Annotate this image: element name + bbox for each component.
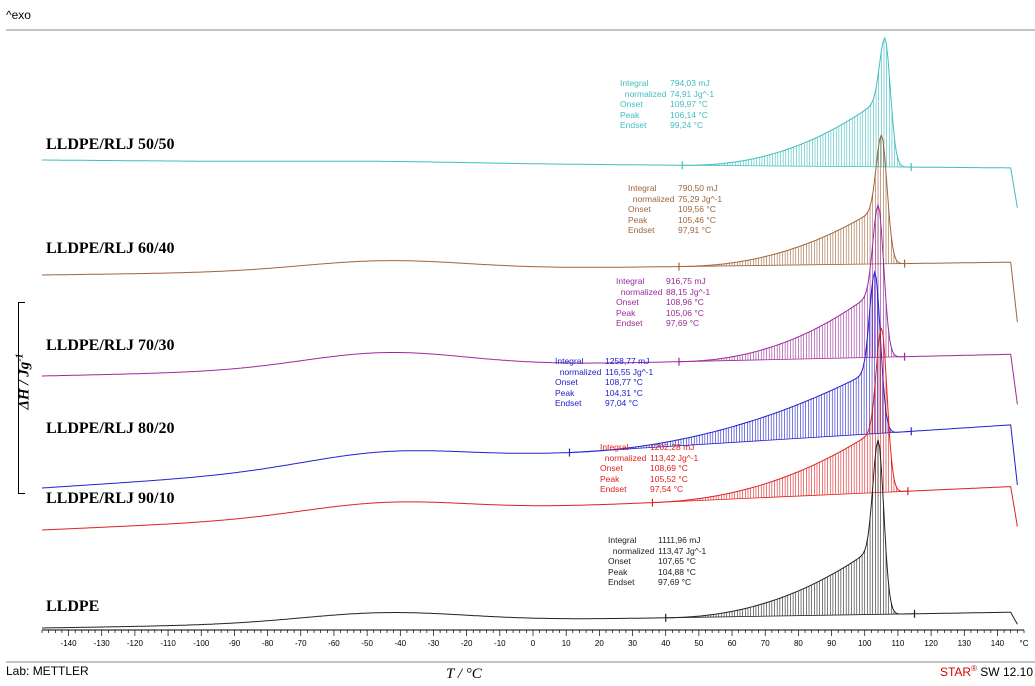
x-tick-label: -10 bbox=[494, 639, 506, 648]
series-label-50-50: LLDPE/RLJ 50/50 bbox=[46, 136, 175, 153]
x-tick-label: -50 bbox=[361, 639, 373, 648]
series-curve bbox=[42, 133, 1018, 323]
x-tick-label: 120 bbox=[924, 639, 938, 648]
series-label-80-20: LLDPE/RLJ 80/20 bbox=[46, 420, 175, 437]
x-tick-label: -40 bbox=[395, 639, 407, 648]
x-tick-label: 140 bbox=[991, 639, 1005, 648]
x-tick-label: -100 bbox=[193, 639, 210, 648]
integral-baseline bbox=[569, 430, 912, 453]
series-curve bbox=[41, 327, 1018, 531]
series-integral-fill bbox=[571, 272, 910, 453]
series-curve bbox=[42, 203, 1018, 405]
annotation-50-50: Integral 794,03 mJ normalized 74,91 Jg^-1 … bbox=[620, 78, 715, 130]
software-version-label: STAR® SW 12.10 bbox=[939, 664, 1033, 679]
x-tick-label: 110 bbox=[892, 639, 905, 648]
series-label-lldpe: LLDPE bbox=[46, 598, 100, 615]
integral-baseline bbox=[665, 613, 915, 619]
annotation-90-10: Integral 1202,28 mJ normalized 113,42 Jg^-… bbox=[600, 442, 699, 494]
y-axis-brace bbox=[18, 302, 25, 494]
y-axis-label: ΔH / Jg-1 bbox=[14, 353, 33, 410]
x-tick-label: 0 bbox=[531, 639, 536, 648]
series-curve bbox=[42, 36, 1018, 208]
x-tick-label: -30 bbox=[428, 639, 440, 648]
annotation-60-40: Integral 790,50 mJ normalized 75,29 Jg^-1 … bbox=[628, 183, 723, 235]
x-tick-label: 30 bbox=[628, 639, 637, 648]
annotation-lldpe: Integral 1111,96 mJ normalized 113,47 Jg^-… bbox=[608, 535, 707, 587]
series-integral-fill bbox=[681, 136, 905, 267]
x-tick-label: 80 bbox=[794, 639, 803, 648]
series-integral-fill bbox=[668, 440, 913, 618]
series-curve bbox=[41, 270, 1018, 489]
x-tick-label: 20 bbox=[595, 639, 604, 648]
x-axis-label: T / °C bbox=[446, 666, 482, 682]
x-tick-label: 90 bbox=[827, 639, 836, 648]
series-integral-fill bbox=[654, 329, 908, 503]
x-tick-label: 40 bbox=[661, 639, 670, 648]
x-tick-label: -60 bbox=[328, 639, 340, 648]
x-tick-label: -110 bbox=[160, 639, 176, 648]
x-tick-label: 60 bbox=[728, 639, 737, 648]
x-tick-label: -90 bbox=[229, 639, 241, 648]
series-integral-fill bbox=[684, 38, 911, 168]
integral-baseline bbox=[652, 490, 908, 503]
x-tick-label: -130 bbox=[94, 639, 111, 648]
series-label-60-40: LLDPE/RLJ 60/40 bbox=[46, 240, 175, 257]
x-tick-label: -140 bbox=[61, 639, 78, 648]
series-curve bbox=[42, 439, 1018, 629]
x-tick-label: 50 bbox=[694, 639, 703, 648]
x-tick-label: 10 bbox=[562, 639, 571, 648]
x-tick-unit: °C bbox=[1020, 639, 1029, 648]
x-tick-label: 100 bbox=[858, 639, 872, 648]
x-tick-label: -20 bbox=[461, 639, 473, 648]
annotation-70-30: Integral 916,75 mJ normalized 88,15 Jg^-1 … bbox=[616, 276, 711, 328]
annotation-80-20: Integral 1258,77 mJ normalized 116,55 Jg^-… bbox=[555, 356, 654, 408]
series-label-70-30: LLDPE/RLJ 70/30 bbox=[46, 337, 175, 354]
series-label-90-10: LLDPE/RLJ 90/10 bbox=[46, 490, 175, 507]
integral-baseline bbox=[682, 164, 912, 168]
series-integral-fill bbox=[681, 205, 905, 362]
x-tick-label: 70 bbox=[761, 639, 770, 648]
exo-direction-label: ^exo bbox=[6, 8, 31, 22]
x-tick-label: -120 bbox=[127, 639, 144, 648]
x-tick-label: 130 bbox=[958, 639, 972, 648]
x-tick-label: -70 bbox=[295, 639, 307, 648]
lab-label: Lab: METTLER bbox=[6, 664, 89, 678]
integral-baseline bbox=[678, 263, 905, 267]
x-tick-label: -80 bbox=[262, 639, 274, 648]
